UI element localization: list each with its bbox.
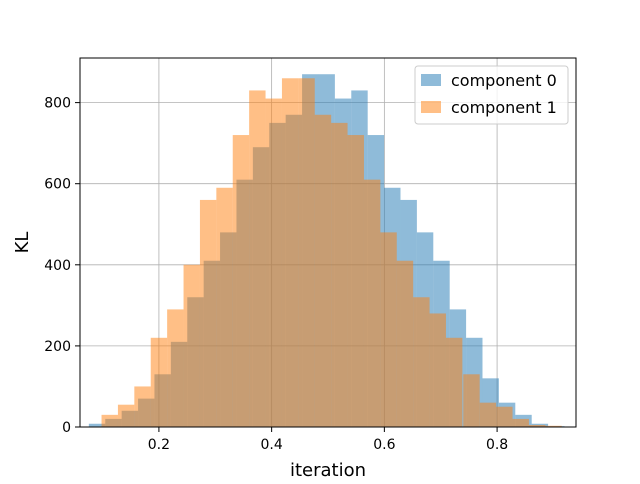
x-tick-label: 0.8 [486, 437, 508, 453]
histogram-bar [281, 78, 299, 428]
histogram-bar [88, 423, 106, 427]
histogram-bar [167, 309, 184, 427]
histogram-bar [134, 386, 151, 427]
histogram-bar [413, 297, 430, 427]
histogram-bar [199, 199, 217, 427]
y-axis-label: KL [12, 232, 33, 254]
histogram-bar [429, 313, 446, 427]
histogram-bars [88, 74, 565, 428]
histogram-bar [232, 135, 250, 428]
histogram-bar [380, 232, 397, 427]
legend-swatch [421, 101, 441, 113]
histogram-bar [445, 337, 463, 427]
histogram-bar [363, 179, 381, 427]
y-tick-label: 800 [44, 96, 71, 112]
x-tick-label: 0.4 [261, 437, 283, 453]
plot-frame [79, 57, 577, 428]
histogram-bar [265, 98, 282, 428]
legend-label: component 1 [451, 98, 557, 117]
histogram-bar [396, 260, 414, 427]
x-tick-label: 0.6 [373, 437, 395, 453]
histogram-bar [101, 414, 118, 427]
x-tick-label: 0.2 [148, 437, 170, 453]
histogram-bar [545, 425, 562, 427]
histogram-bar [347, 135, 364, 428]
x-axis-label: iteration [290, 460, 366, 480]
y-tick-label: 600 [44, 177, 71, 193]
y-tick-label: 200 [44, 339, 71, 355]
series-1-bars [101, 78, 562, 428]
histogram-bar [528, 424, 546, 427]
histogram-bar [463, 374, 480, 427]
legend-box [414, 65, 569, 125]
legend: component 0 component 1 [414, 65, 569, 125]
histogram-bar [331, 122, 348, 427]
histogram-bar [249, 90, 266, 427]
axis-ticks: 0.2 0.4 0.6 0.8 0 200 400 600 800 [44, 96, 508, 453]
histogram-bar [479, 402, 497, 427]
legend-label: component 0 [451, 71, 557, 90]
histogram-bar [298, 78, 315, 428]
histogram-bar [314, 114, 332, 428]
legend-swatch [421, 74, 441, 86]
histogram-bar [512, 418, 529, 427]
histogram-bar [150, 337, 168, 427]
y-tick-label: 0 [62, 420, 71, 436]
histogram-bar [117, 404, 135, 427]
histogram-bar [496, 406, 513, 427]
y-tick-label: 400 [44, 258, 71, 274]
histogram-bar [183, 264, 200, 427]
histogram-bar [216, 187, 233, 427]
